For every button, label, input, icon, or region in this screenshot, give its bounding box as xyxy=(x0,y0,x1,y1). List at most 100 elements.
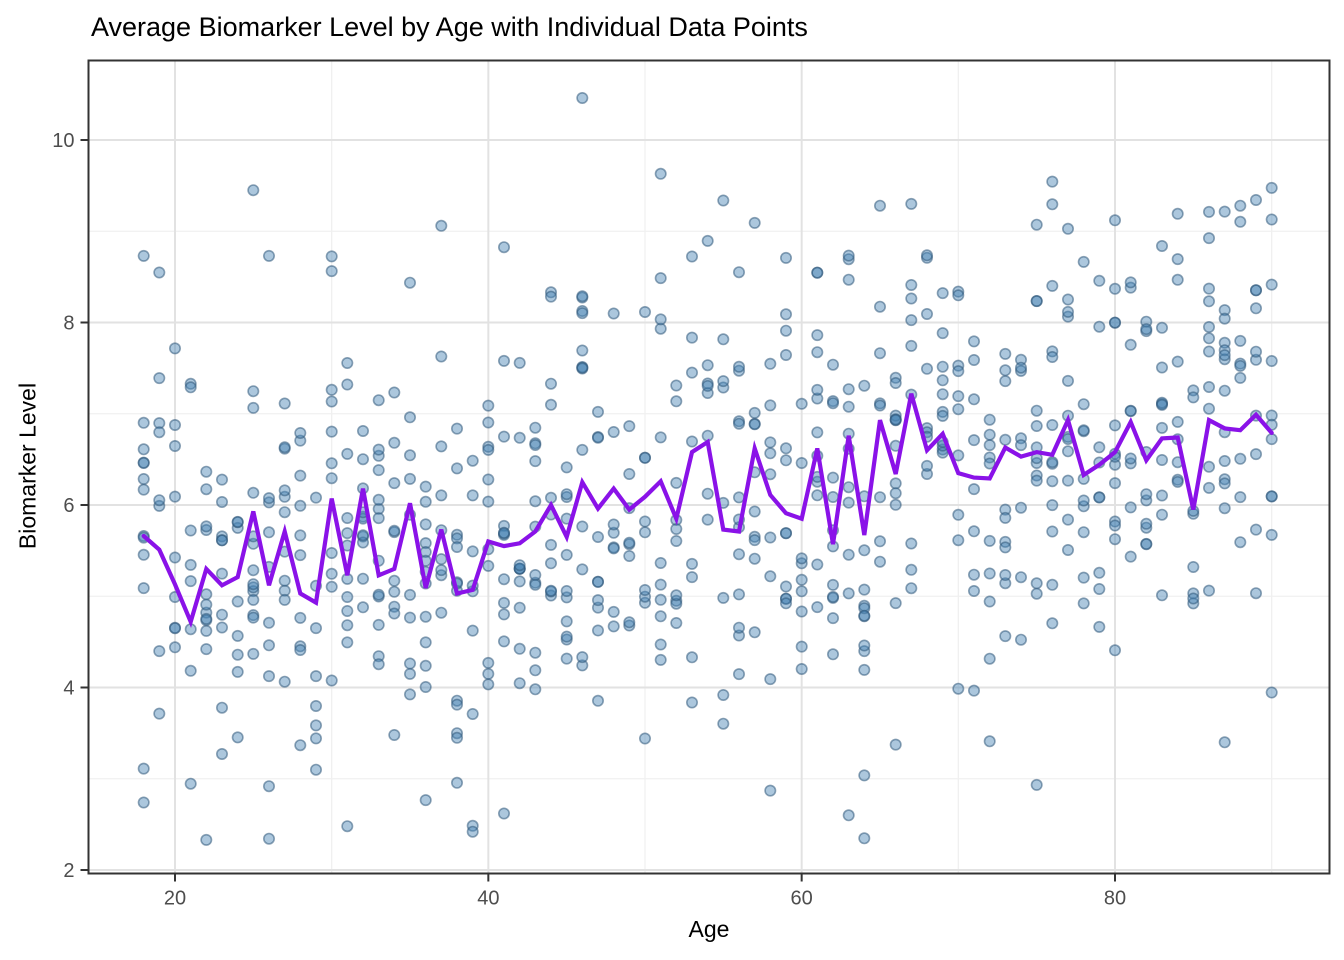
data-point xyxy=(638,526,651,539)
data-point xyxy=(435,606,448,619)
data-point xyxy=(1062,543,1075,556)
data-point xyxy=(262,492,275,505)
data-point xyxy=(842,249,855,262)
data-point xyxy=(873,491,886,504)
data-point xyxy=(607,526,620,539)
data-point xyxy=(811,346,824,359)
data-point xyxy=(842,587,855,600)
data-point xyxy=(137,416,150,429)
data-point xyxy=(1171,207,1184,220)
data-point xyxy=(1062,305,1075,318)
axis-ticks xyxy=(80,139,1117,882)
data-point xyxy=(1156,240,1169,253)
data-point xyxy=(983,428,996,441)
data-point xyxy=(435,219,448,232)
data-point xyxy=(623,420,636,433)
data-point xyxy=(779,597,792,610)
data-point xyxy=(811,329,824,342)
data-point xyxy=(967,684,980,697)
data-point xyxy=(779,308,792,321)
data-point xyxy=(873,199,886,212)
data-point xyxy=(607,605,620,618)
data-point xyxy=(513,431,526,444)
data-point xyxy=(419,680,432,693)
data-point xyxy=(200,520,213,533)
data-point xyxy=(795,573,808,586)
data-point xyxy=(1250,353,1263,366)
data-point xyxy=(638,451,651,464)
data-point xyxy=(1203,232,1216,245)
data-point xyxy=(294,426,307,439)
data-point xyxy=(920,459,933,472)
data-point xyxy=(654,167,667,180)
data-point xyxy=(325,383,338,396)
data-point xyxy=(873,300,886,313)
data-point xyxy=(1234,199,1247,212)
data-point xyxy=(184,558,197,571)
data-point xyxy=(450,528,463,541)
data-point xyxy=(920,307,933,320)
data-point xyxy=(1156,421,1169,434)
data-point xyxy=(1250,302,1263,315)
data-point xyxy=(779,324,792,337)
data-point xyxy=(842,400,855,413)
data-point xyxy=(482,656,495,669)
data-point xyxy=(1046,617,1059,630)
data-point xyxy=(638,583,651,596)
data-point xyxy=(372,588,385,601)
data-point xyxy=(169,641,182,654)
data-point xyxy=(717,688,730,701)
data-point xyxy=(905,537,918,550)
data-point xyxy=(670,379,683,392)
data-point xyxy=(1234,452,1247,465)
data-point xyxy=(717,333,730,346)
data-point xyxy=(670,597,683,610)
data-point xyxy=(388,728,401,741)
data-point xyxy=(200,523,213,536)
data-point xyxy=(732,417,745,430)
data-point xyxy=(1234,359,1247,372)
data-point xyxy=(294,549,307,562)
data-point xyxy=(513,559,526,572)
data-point xyxy=(811,601,824,614)
data-point xyxy=(905,197,918,210)
data-point xyxy=(497,526,510,539)
data-point xyxy=(607,542,620,555)
data-point xyxy=(795,605,808,618)
data-point xyxy=(748,626,761,639)
data-point xyxy=(403,657,416,670)
data-point xyxy=(419,495,432,508)
data-point xyxy=(1093,491,1106,504)
data-point xyxy=(701,234,714,247)
data-point xyxy=(1014,571,1027,584)
data-point xyxy=(905,563,918,576)
data-point xyxy=(873,347,886,360)
data-point xyxy=(1156,321,1169,334)
data-point xyxy=(1077,526,1090,539)
data-point xyxy=(278,675,291,688)
data-point xyxy=(1046,175,1059,188)
data-point xyxy=(670,534,683,547)
data-point xyxy=(309,670,322,683)
data-point xyxy=(1265,528,1278,541)
data-point xyxy=(231,515,244,528)
data-point xyxy=(983,567,996,580)
data-point xyxy=(670,476,683,489)
data-point xyxy=(999,568,1012,581)
data-point xyxy=(1046,578,1059,591)
data-point xyxy=(184,381,197,394)
data-point xyxy=(591,575,604,588)
data-point xyxy=(623,549,636,562)
data-point xyxy=(466,624,479,637)
data-point xyxy=(1109,316,1122,329)
data-point xyxy=(1062,374,1075,387)
data-point xyxy=(325,457,338,470)
data-point xyxy=(466,707,479,720)
y-tick-label: 6 xyxy=(63,495,74,517)
data-point xyxy=(842,496,855,509)
data-point xyxy=(1030,419,1043,432)
data-point xyxy=(826,471,839,484)
data-point xyxy=(1140,521,1153,534)
data-point xyxy=(1218,477,1231,490)
data-point xyxy=(905,339,918,352)
